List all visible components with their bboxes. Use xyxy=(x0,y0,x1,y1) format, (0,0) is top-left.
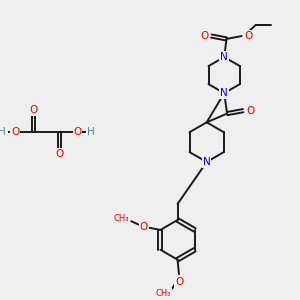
Text: O: O xyxy=(29,105,37,115)
Text: O: O xyxy=(200,31,208,41)
Text: N: N xyxy=(203,157,211,167)
Text: O: O xyxy=(175,277,183,287)
Text: N: N xyxy=(220,52,228,62)
Text: O: O xyxy=(11,127,19,137)
Text: O: O xyxy=(74,127,82,137)
Text: CH₃: CH₃ xyxy=(155,289,171,298)
Text: O: O xyxy=(55,149,64,159)
Text: O: O xyxy=(244,31,252,41)
Text: H: H xyxy=(87,127,95,137)
Text: CH₃: CH₃ xyxy=(113,214,129,223)
Text: H: H xyxy=(0,127,6,137)
Text: O: O xyxy=(140,222,148,232)
Text: O: O xyxy=(246,106,254,116)
Text: N: N xyxy=(220,88,228,98)
